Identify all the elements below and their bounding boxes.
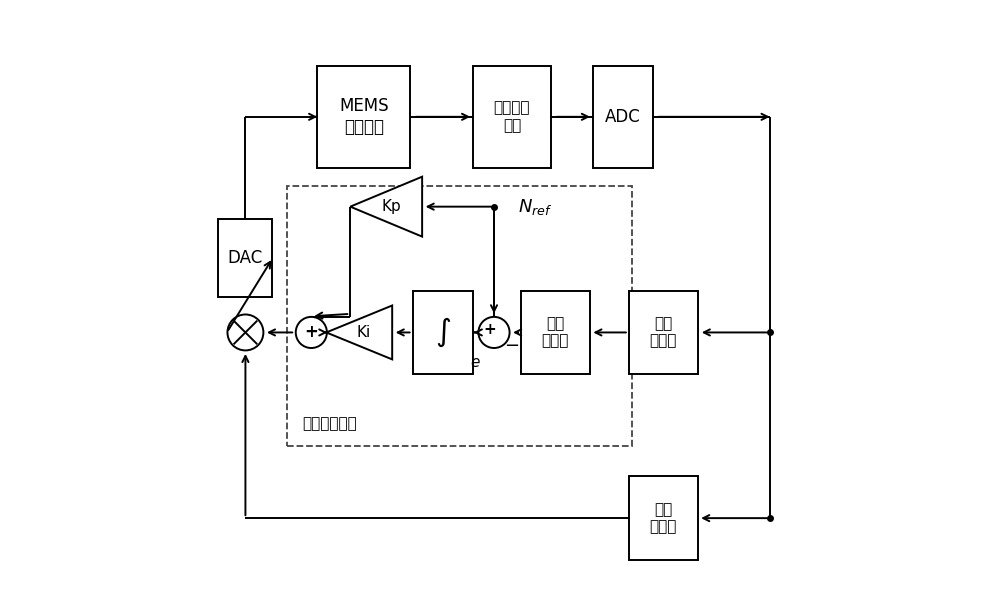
Bar [629, 291, 698, 374]
Text: −: − [504, 337, 519, 355]
Text: 数字
锁相环: 数字 锁相环 [650, 502, 677, 534]
Text: 自动增益控制: 自动增益控制 [302, 416, 357, 431]
Bar [287, 186, 632, 446]
Bar [413, 291, 473, 374]
Bar [629, 476, 698, 560]
Text: MEMS
陀螺器件: MEMS 陀螺器件 [339, 98, 389, 136]
Circle shape [296, 317, 327, 348]
Polygon shape [326, 305, 392, 359]
Polygon shape [350, 177, 422, 237]
Text: 前端检测
电路: 前端检测 电路 [494, 101, 530, 133]
Text: DAC: DAC [228, 249, 263, 267]
Text: ADC: ADC [605, 108, 641, 126]
Text: Ki: Ki [357, 325, 371, 340]
Text: +: + [304, 323, 318, 341]
Bar [521, 291, 590, 374]
Bar [218, 219, 272, 297]
Text: +: + [484, 322, 496, 337]
Bar [593, 66, 653, 168]
Circle shape [227, 314, 263, 350]
Bar [317, 66, 410, 168]
Text: 幅度
检测器: 幅度 检测器 [650, 316, 677, 349]
Text: $N_{ref}$: $N_{ref}$ [518, 196, 552, 217]
Circle shape [478, 317, 510, 348]
Text: ∫: ∫ [435, 318, 451, 347]
Text: e: e [471, 355, 480, 371]
Text: 低通
滤波器: 低通 滤波器 [542, 316, 569, 349]
Bar [473, 66, 551, 168]
Text: Kp: Kp [381, 199, 401, 214]
